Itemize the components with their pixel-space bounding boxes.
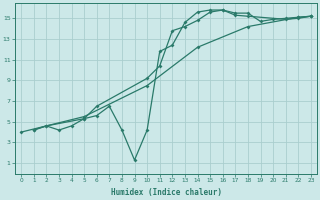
X-axis label: Humidex (Indice chaleur): Humidex (Indice chaleur) bbox=[110, 188, 221, 197]
